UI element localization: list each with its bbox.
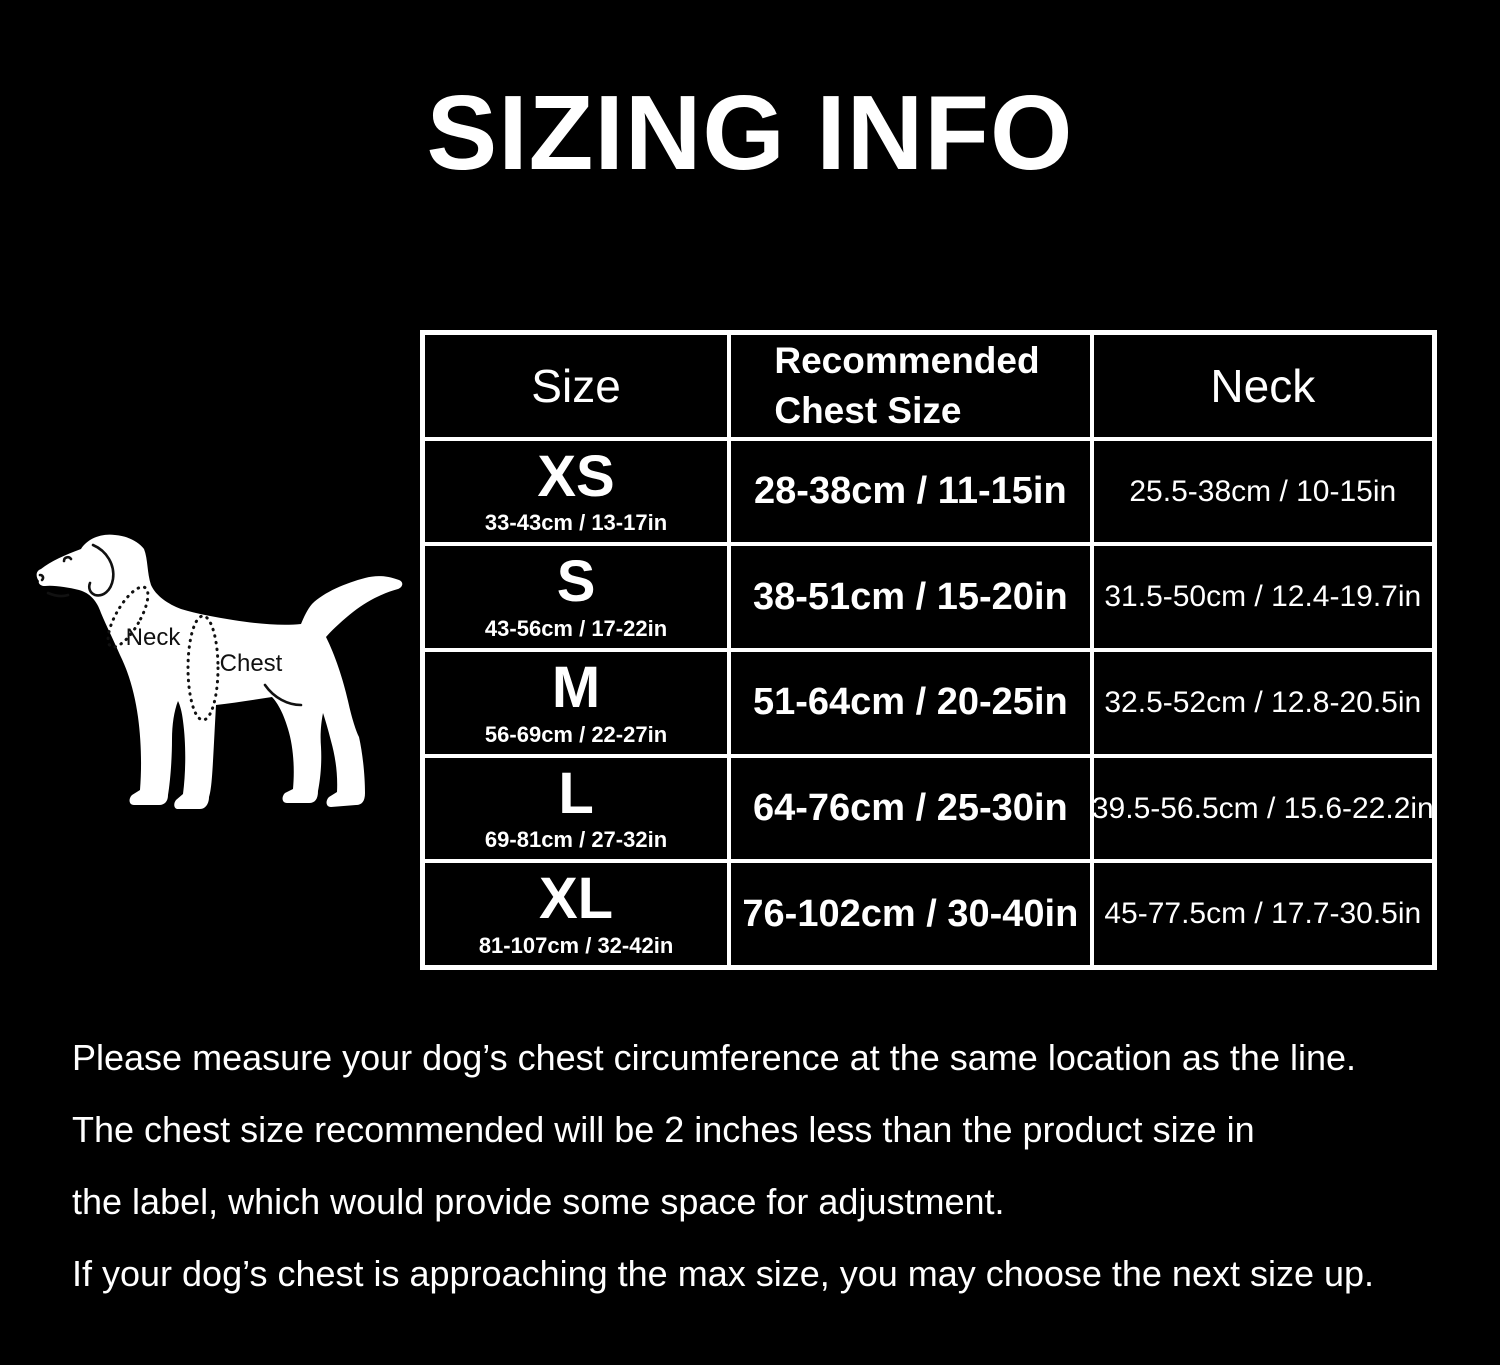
chest-range: 38-51cm / 15-20in	[752, 575, 1068, 618]
table-row-xs: XS 33-43cm / 13-17in 28-38cm / 11-15in 2…	[425, 436, 1432, 543]
note-line-2: The chest size recommended will be 2 inc…	[72, 1109, 1255, 1150]
size-cell: L 69-81cm / 27-32in	[425, 758, 727, 860]
note-line-3: the label, which would provide some spac…	[72, 1181, 1005, 1222]
neck-measure-dotted-line	[106, 585, 150, 649]
header-cell-chest: Recommended Chest Size	[727, 335, 1090, 437]
size-cell: XL 81-107cm / 32-42in	[425, 863, 727, 965]
neck-cell: 45-77.5cm / 17.7-30.5in	[1089, 863, 1432, 966]
dog-mouth-line	[46, 591, 70, 598]
neck-cell: 32.5-52cm / 12.8-20.5in	[1089, 652, 1432, 754]
table-row-xl: XL 81-107cm / 32-42in 76-102cm / 30-40in…	[425, 859, 1432, 966]
dog-neck-label: Neck	[126, 624, 182, 651]
note-line-4: If your dog’s chest is approaching the m…	[72, 1253, 1375, 1294]
table-row-s: S 43-56cm / 17-22in 38-51cm / 15-20in 31…	[425, 542, 1432, 649]
header-neck-label: Neck	[1210, 359, 1316, 412]
neck-range: 45-77.5cm / 17.7-30.5in	[1104, 897, 1422, 931]
chest-range: 28-38cm / 11-15in	[754, 470, 1067, 512]
size-table: Size Recommended Chest Size Neck XS 33-4…	[420, 330, 1437, 970]
size-code: L	[558, 760, 594, 826]
chest-cell: 28-38cm / 11-15in	[727, 440, 1090, 543]
header-size-label: Size	[531, 359, 621, 412]
size-cell: S 43-56cm / 17-22in	[425, 546, 727, 648]
table-header-row: Size Recommended Chest Size Neck	[425, 335, 1432, 437]
size-cell: M 56-69cm / 22-27in	[425, 652, 727, 754]
size-cell: XS 33-43cm / 13-17in	[425, 441, 727, 543]
dog-chest-label: Chest	[220, 650, 283, 677]
table-row-m: M 56-69cm / 22-27in 51-64cm / 20-25in 32…	[425, 648, 1432, 754]
chest-cell: 38-51cm / 15-20in	[727, 546, 1090, 649]
dog-ear-line	[87, 543, 115, 597]
neck-cell: 25.5-38cm / 10-15in	[1089, 440, 1432, 543]
neck-cell: 31.5-50cm / 12.4-19.7in	[1089, 546, 1432, 649]
dog-measurement-diagram: Neck Chest	[36, 534, 403, 809]
chest-range: 51-64cm / 20-25in	[752, 681, 1068, 724]
size-code: XL	[538, 866, 614, 932]
dog-nose-line	[38, 573, 45, 582]
table-row-l: L 69-81cm / 27-32in 64-76cm / 25-30in 39…	[425, 753, 1432, 860]
chest-cell: 51-64cm / 20-25in	[727, 652, 1090, 754]
neck-range: 39.5-56.5cm / 15.6-22.2in	[1091, 791, 1432, 825]
chest-range: 64-76cm / 25-30in	[752, 787, 1068, 830]
neck-range: 25.5-38cm / 10-15in	[1129, 474, 1397, 508]
size-range: 43-56cm / 17-22in	[484, 616, 668, 642]
size-range: 69-81cm / 27-32in	[484, 827, 668, 853]
dog-eye	[62, 555, 73, 563]
size-code: S	[556, 549, 596, 615]
note-line-1: Please measure your dog’s chest circumfe…	[72, 1037, 1357, 1078]
chest-measure-dotted-line	[186, 614, 220, 722]
header-cell-neck: Neck	[1089, 335, 1432, 437]
size-range: 33-43cm / 13-17in	[484, 510, 668, 536]
size-code: XS	[537, 443, 615, 509]
chest-cell: 76-102cm / 30-40in	[727, 863, 1090, 966]
chest-range: 76-102cm / 30-40in	[742, 892, 1079, 935]
neck-range: 31.5-50cm / 12.4-19.7in	[1104, 580, 1422, 614]
page-title: SIZING INFO	[426, 74, 1074, 192]
size-code: M	[551, 654, 601, 720]
chest-cell: 64-76cm / 25-30in	[727, 757, 1090, 860]
dog-silhouette	[36, 534, 403, 809]
size-range: 81-107cm / 32-42in	[478, 933, 674, 959]
neck-cell: 39.5-56.5cm / 15.6-22.2in	[1089, 757, 1432, 860]
header-chest-label: Recommended Chest Size	[774, 339, 1040, 431]
dog-thigh-line	[263, 683, 303, 707]
sizing-notes: Please measure your dog’s chest circumfe…	[72, 1022, 1374, 1310]
header-cell-size: Size	[425, 335, 727, 437]
size-range: 56-69cm / 22-27in	[484, 721, 668, 747]
neck-range: 32.5-52cm / 12.8-20.5in	[1104, 685, 1422, 719]
